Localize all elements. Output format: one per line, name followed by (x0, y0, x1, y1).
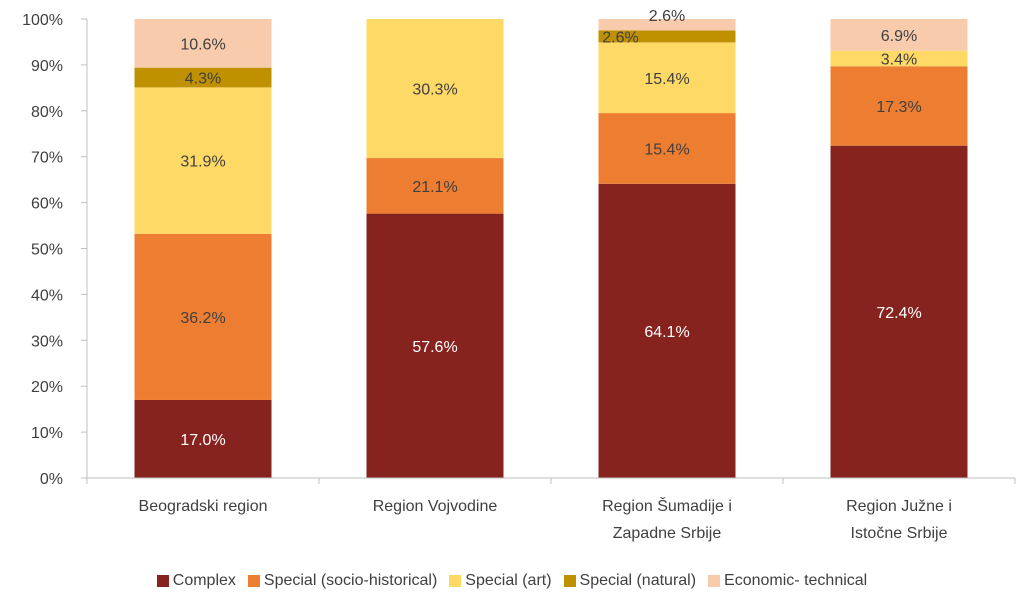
legend-item: Special (socio-historical) (247, 572, 438, 590)
data-label: 4.3% (185, 71, 221, 88)
x-tick-label: Region Južne i (846, 498, 952, 515)
legend-label: Complex (172, 572, 236, 589)
legend-item: Special (natural) (563, 572, 697, 590)
bar-segment (134, 67, 272, 88)
legend-swatch (156, 575, 169, 587)
data-label: 36.2% (180, 310, 225, 327)
y-tick-label: 50% (31, 242, 63, 259)
legend-label: Economic- technical (724, 572, 868, 589)
y-tick-label: 70% (31, 150, 63, 167)
data-label: 17.0% (180, 432, 225, 449)
legend-label: Special (socio-historical) (263, 572, 438, 589)
data-label: 17.3% (876, 99, 921, 116)
data-label: 10.6% (180, 36, 225, 53)
y-tick-label: 30% (31, 333, 63, 350)
y-tick-label: 80% (31, 104, 63, 121)
legend-swatch (563, 575, 576, 587)
legend-item: Special (art) (449, 572, 552, 590)
data-label: 2.6% (649, 8, 685, 25)
legend-swatch (449, 575, 462, 587)
bar-segment (366, 158, 504, 214)
data-label: 3.4% (881, 51, 917, 68)
data-label: 72.4% (876, 305, 921, 322)
data-label: 31.9% (180, 154, 225, 171)
data-label: 15.4% (644, 141, 689, 158)
legend-label: Special (art) (465, 572, 552, 589)
legend-swatch (247, 575, 260, 587)
x-tick-label: Zapadne Srbije (613, 525, 722, 542)
bar-segment (598, 30, 736, 43)
data-label: 30.3% (412, 82, 457, 99)
bar-segment (598, 19, 736, 31)
y-tick-label: 60% (31, 196, 63, 213)
bar-segment (830, 66, 968, 146)
bar-segment (598, 183, 736, 478)
y-tick-label: 100% (22, 12, 63, 29)
y-axis: 0% 10% 20% 30% 40% 50% 60% 70% 80% 90% 100% (22, 12, 88, 488)
data-label: 15.4% (644, 71, 689, 88)
bar-segment (830, 50, 968, 67)
bar-segment (134, 233, 272, 400)
data-label: 6.9% (881, 28, 917, 45)
y-tick-label: 20% (31, 379, 63, 396)
bar-segment (366, 213, 504, 478)
y-tick-label: 40% (31, 287, 63, 304)
x-tick-label: Region Vojvodine (373, 498, 498, 515)
y-tick-label: 90% (31, 58, 63, 75)
data-labels: 17.0% 36.2% 31.9% 4.3% 10.6% 57.6% 21.1% 30.3% 6… (180, 8, 921, 449)
data-label: 2.6% (602, 29, 638, 46)
legend-label: Special (natural) (579, 572, 697, 589)
x-tick-label: Istočne Srbije (851, 525, 948, 542)
bar-segment (598, 42, 736, 114)
legend-item: Complex (156, 572, 236, 590)
y-tick-label: 10% (31, 425, 63, 442)
bars (134, 19, 968, 478)
legend-item: Economic- technical (708, 572, 867, 590)
stacked-bar-chart: 0% 10% 20% 30% 40% 50% 60% 70% 80% 90% 100% 17.0% 3… (22, 8, 1016, 542)
legend-swatch (708, 575, 721, 587)
data-label: 57.6% (412, 339, 457, 356)
data-label: 64.1% (644, 324, 689, 341)
x-tick-label: Beogradski region (139, 498, 268, 515)
x-tick-label: Region Šumadije i (602, 496, 732, 515)
bar-segment (134, 87, 272, 234)
bar-segment (134, 399, 272, 478)
bar-segment (366, 19, 504, 159)
data-label: 21.1% (412, 179, 457, 196)
bar-segment (134, 19, 272, 68)
bar-segment (830, 19, 968, 51)
y-tick-label: 0% (40, 471, 63, 488)
bar-segment (598, 113, 736, 184)
x-axis: Beogradski region Region Vojvodine Region … (86, 477, 1016, 542)
bar-segment (830, 145, 968, 478)
legend: Complex Special (socio-historical) Special… (0, 572, 1024, 590)
